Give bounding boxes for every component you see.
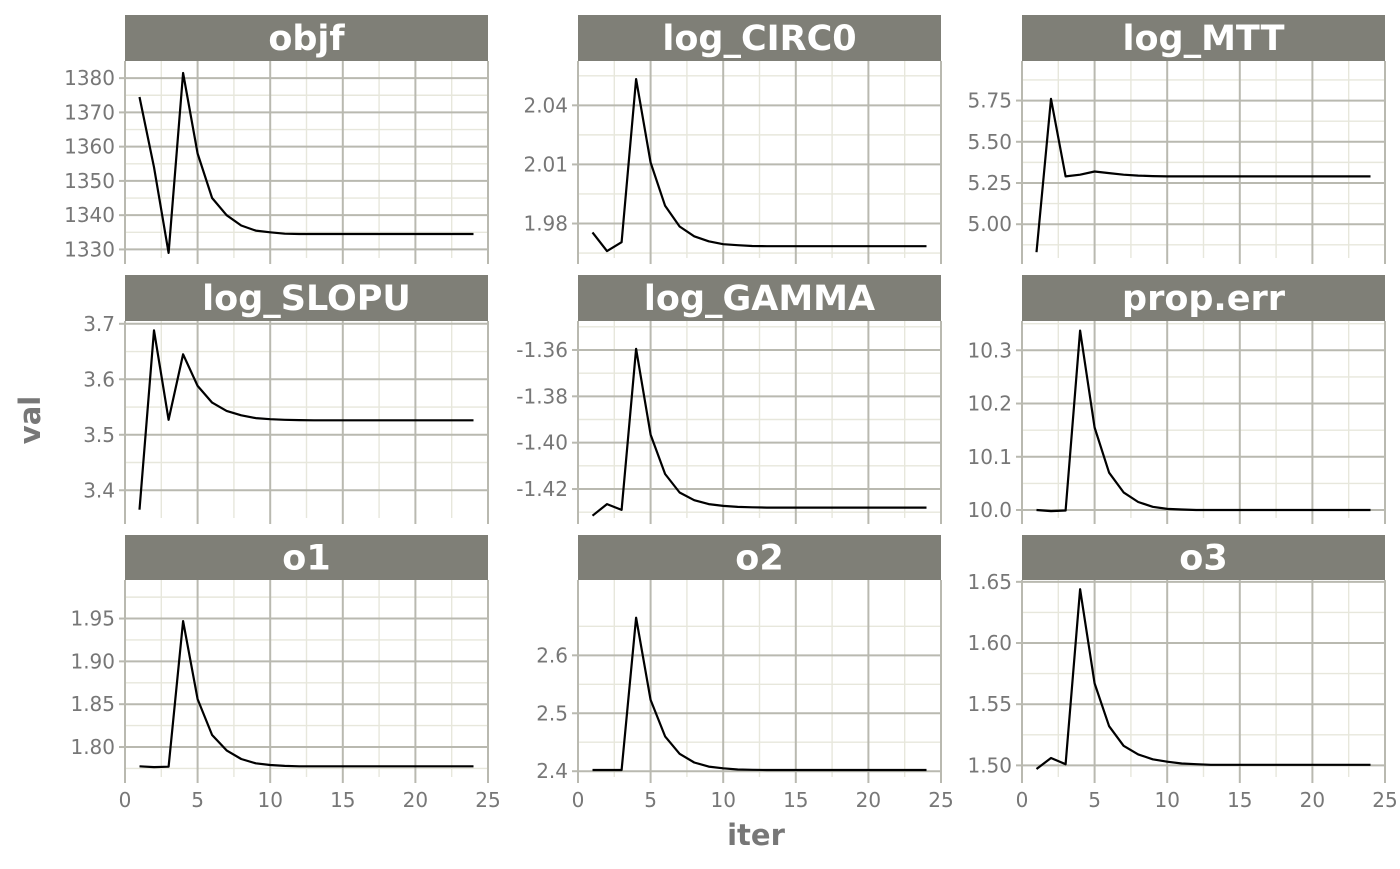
y-tick-label: 1370 [64, 100, 115, 124]
y-tick-label: 1380 [64, 66, 115, 90]
x-tick-label: 0 [119, 788, 132, 812]
series-line [1035, 588, 1371, 770]
y-tick-label: 3.4 [83, 478, 115, 502]
y-tick-label: 5.75 [967, 89, 1012, 113]
y-tick-label: 1.95 [70, 607, 115, 631]
x-tick-label: 20 [403, 788, 428, 812]
x-axis-title: iter [727, 818, 785, 852]
x-tick-label: 25 [928, 788, 953, 812]
y-tick-label: -1.42 [516, 477, 568, 501]
facet-strip [578, 275, 941, 321]
facet-strip [578, 15, 941, 61]
facet-panel-o1: o1 1.80 1.85 1.90 1.95 0 5 10 15 20 25 [70, 535, 501, 812]
series-line [139, 619, 474, 769]
x-tick-label: 0 [1016, 788, 1029, 812]
y-tick-label: 5.50 [967, 130, 1012, 154]
facet-strip-title: prop.err [1122, 279, 1286, 319]
y-tick-label: 1330 [64, 237, 115, 261]
y-tick-label: 1350 [64, 169, 115, 193]
y-tick-label: 1.65 [967, 570, 1012, 594]
x-tick-label: 10 [257, 788, 282, 812]
series-line [592, 616, 927, 772]
facet-strip-title: o1 [282, 539, 330, 579]
x-tick-label: 10 [710, 788, 735, 812]
y-tick-label: 3.5 [83, 423, 115, 447]
y-tick-label: -1.40 [516, 431, 568, 455]
y-tick-label: 10.1 [967, 445, 1012, 469]
facet-strip-title: o2 [735, 539, 783, 579]
x-tick-label: 10 [1154, 788, 1179, 812]
y-tick-label: 1.80 [70, 735, 115, 759]
facet-strip [578, 535, 941, 580]
y-tick-label: 3.7 [83, 312, 115, 336]
facet-strip [1022, 15, 1385, 61]
series-line [1035, 97, 1371, 253]
x-tick-label: 15 [330, 788, 355, 812]
series-line [138, 71, 474, 254]
x-tick-label: 20 [856, 788, 881, 812]
y-tick-label: 2.6 [536, 643, 568, 667]
y-tick-label: 1.50 [967, 753, 1012, 777]
facet-strip-title: objf [268, 19, 345, 59]
facet-strip [1022, 535, 1385, 580]
y-tick-label: 10.0 [967, 498, 1012, 522]
x-tick-label: 25 [1372, 788, 1397, 812]
y-tick-label: 5.25 [967, 171, 1012, 195]
facet-panel-log-gamma: log_GAMMA -1.42 -1.40 -1.38 -1.36 [516, 275, 942, 524]
x-tick-label: 20 [1300, 788, 1325, 812]
facet-strip-title: log_MTT [1123, 19, 1285, 59]
y-tick-label: 10.3 [967, 338, 1012, 362]
y-tick-label: 1.98 [523, 212, 568, 236]
x-tick-label: 25 [475, 788, 500, 812]
series-line [138, 329, 474, 510]
y-tick-label: 2.4 [536, 759, 568, 783]
y-tick-label: 1.90 [70, 649, 115, 673]
y-tick-label: 2.04 [523, 93, 568, 117]
x-tick-label: 5 [644, 788, 657, 812]
y-tick-label: 1.85 [70, 692, 115, 716]
facet-strip [125, 15, 488, 61]
facet-strip [1022, 275, 1385, 321]
x-tick-label: 5 [1088, 788, 1101, 812]
facet-strip-title: o3 [1179, 539, 1227, 579]
y-tick-label: 5.00 [967, 212, 1012, 236]
facet-panel-log-mtt: log_MTT 5.00 5.25 5.50 5.75 [967, 15, 1386, 264]
series-line [591, 347, 927, 517]
facet-panel-objf: objf 1330 1340 1350 1360 1370 1380 [64, 15, 489, 264]
y-tick-label: 2.01 [523, 152, 568, 176]
facet-strip [125, 275, 488, 321]
series-line [591, 77, 927, 253]
y-axis-title: val [13, 396, 47, 444]
x-tick-label: 0 [572, 788, 585, 812]
y-tick-label: 1.60 [967, 631, 1012, 655]
y-tick-label: 1.55 [967, 692, 1012, 716]
facet-panel-o3: o3 1.50 1.55 1.60 1.65 0 5 10 15 20 25 [967, 535, 1398, 812]
y-tick-label: 3.6 [83, 367, 115, 391]
x-tick-label: 15 [1227, 788, 1252, 812]
x-tick-label: 5 [191, 788, 204, 812]
facet-panel-log-circ0: log_CIRC0 1.98 2.01 2.04 [523, 15, 942, 264]
facet-strip-title: log_SLOPU [202, 279, 411, 319]
y-tick-label: 1340 [64, 203, 115, 227]
x-tick-label: 15 [783, 788, 808, 812]
facet-panel-log-slopu: log_SLOPU 3.4 3.5 3.6 3.7 [83, 275, 489, 524]
facet-panel-o2: o2 2.4 2.5 2.6 0 5 10 15 20 25 [536, 535, 954, 812]
y-tick-label: -1.36 [516, 338, 568, 362]
y-tick-label: -1.38 [516, 384, 568, 408]
facet-strip-title: log_CIRC0 [662, 19, 856, 59]
series-line [1036, 329, 1371, 513]
y-tick-label: 10.2 [967, 392, 1012, 416]
facet-strip [125, 535, 488, 580]
y-tick-label: 2.5 [536, 701, 568, 725]
facet-panel-prop-err: prop.err 10.0 10.1 10.2 10.3 [967, 275, 1386, 524]
y-tick-label: 1360 [64, 135, 115, 159]
facet-strip-title: log_GAMMA [644, 279, 875, 319]
